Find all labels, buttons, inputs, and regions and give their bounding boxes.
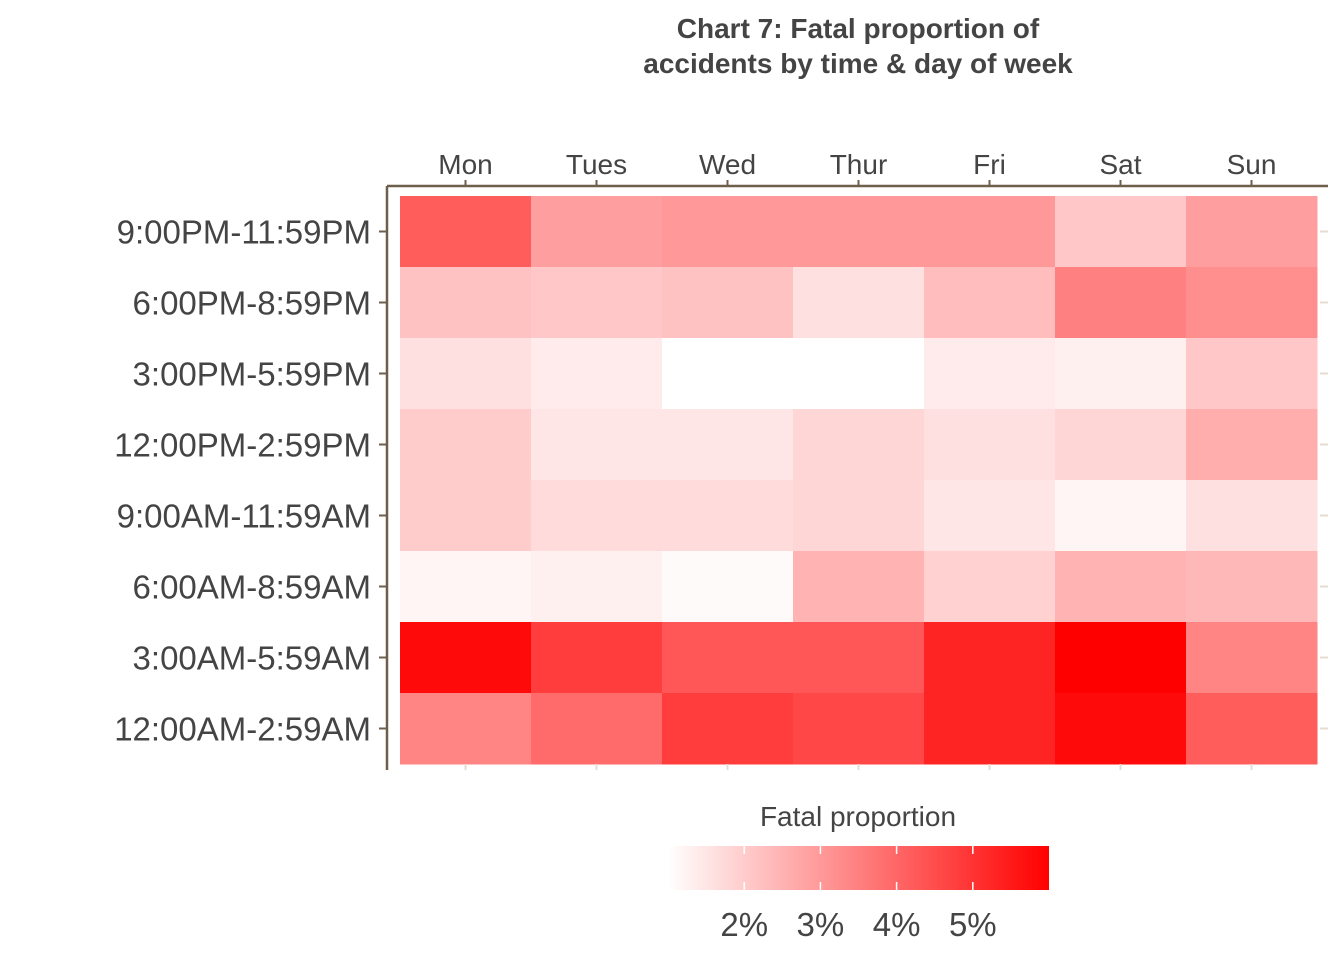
legend-tick-label-2: 2% [720,906,768,943]
legend-tick-label-3: 3% [797,906,845,943]
heatmap-cell-6-00am-8-59am-mon [400,551,532,623]
heatmap-cell-3-00pm-5-59pm-wed [662,338,794,410]
heatmap-cell-6-00am-8-59am-sat [1055,551,1187,623]
heatmap-cell-3-00pm-5-59pm-sun [1186,338,1318,410]
y-tick-label-12-00pm-2-59pm: 12:00PM-2:59PM [114,427,371,464]
heatmap-cell-9-00am-11-59am-sat [1055,480,1187,552]
heatmap-cell-12-00pm-2-59pm-wed [662,409,794,481]
heatmap-cell-3-00am-5-59am-thur [793,622,925,694]
heatmap-cell-3-00pm-5-59pm-tues [531,338,663,410]
y-tick-label-6-00pm-8-59pm: 6:00PM-8:59PM [133,285,371,322]
heatmap-cell-3-00am-5-59am-mon [400,622,532,694]
right-tick-marks [1320,230,1328,730]
heatmap-cell-3-00am-5-59am-tues [531,622,663,694]
heatmap-cell-12-00am-2-59am-wed [662,693,794,765]
heatmap-cell-3-00pm-5-59pm-sat [1055,338,1187,410]
heatmap-cell-9-00am-11-59am-sun [1186,480,1318,552]
heatmap-cell-12-00am-2-59am-sun [1186,693,1318,765]
heatmap-cell-9-00am-11-59am-wed [662,480,794,552]
heatmap-cell-6-00am-8-59am-tues [531,551,663,623]
chart-title: Chart 7: Fatal proportion of accidents b… [643,13,1073,79]
heatmap-cell-3-00am-5-59am-fri [924,622,1056,694]
heatmap-cell-12-00pm-2-59pm-tues [531,409,663,481]
heatmap-cell-12-00pm-2-59pm-mon [400,409,532,481]
heatmap-cell-9-00pm-11-59pm-sun [1186,196,1318,268]
heatmap-cell-9-00am-11-59am-thur [793,480,925,552]
x-tick-label-sun: Sun [1227,149,1277,180]
heatmap-cell-12-00am-2-59am-sat [1055,693,1187,765]
heatmap-cell-3-00am-5-59am-sun [1186,622,1318,694]
heatmap-cell-12-00am-2-59am-thur [793,693,925,765]
y-tick-label-9-00pm-11-59pm: 9:00PM-11:59PM [117,214,371,251]
x-tick-label-fri: Fri [973,149,1006,180]
heatmap-cell-9-00am-11-59am-mon [400,480,532,552]
x-tick-label-wed: Wed [699,149,756,180]
y-tick-label-6-00am-8-59am: 6:00AM-8:59AM [133,569,371,606]
heatmap-cell-9-00pm-11-59pm-tues [531,196,663,268]
heatmap-cell-12-00pm-2-59pm-thur [793,409,925,481]
heatmap-cell-9-00am-11-59am-tues [531,480,663,552]
legend-tick-label-4: 4% [873,906,921,943]
heatmap-cell-12-00am-2-59am-mon [400,693,532,765]
legend-title: Fatal proportion [760,801,956,832]
heatmap-cell-12-00am-2-59am-tues [531,693,663,765]
heatmap-cell-6-00am-8-59am-thur [793,551,925,623]
y-tick-label-12-00am-2-59am: 12:00AM-2:59AM [114,711,371,748]
heatmap-cell-6-00pm-8-59pm-mon [400,267,532,339]
legend-color-bar [668,846,1049,890]
chart-title-line-1: Chart 7: Fatal proportion of [677,13,1040,44]
heatmap-cell-3-00pm-5-59pm-mon [400,338,532,410]
x-tick-label-mon: Mon [438,149,492,180]
heatmap-cell-9-00pm-11-59pm-wed [662,196,794,268]
heatmap-cell-6-00pm-8-59pm-tues [531,267,663,339]
color-legend: Fatal proportion 2% 3% 4% 5% [668,801,1049,943]
heatmap-cell-9-00pm-11-59pm-thur [793,196,925,268]
y-tick-label-9-00am-11-59am: 9:00AM-11:59AM [117,498,371,535]
heatmap-cells [400,196,1318,765]
heatmap-cell-9-00pm-11-59pm-mon [400,196,532,268]
x-axis-ticks: Mon Tues Wed Thur Fri Sat Sun [438,149,1276,186]
heatmap-cell-6-00pm-8-59pm-sun [1186,267,1318,339]
x-tick-label-sat: Sat [1099,149,1141,180]
heatmap-cell-3-00am-5-59am-sat [1055,622,1187,694]
x-tick-label-thur: Thur [830,149,888,180]
heatmap-cell-9-00am-11-59am-fri [924,480,1056,552]
heatmap-cell-12-00pm-2-59pm-sun [1186,409,1318,481]
bottom-tick-marks [464,764,1253,770]
heatmap-cell-6-00pm-8-59pm-sat [1055,267,1187,339]
y-tick-label-3-00pm-5-59pm: 3:00PM-5:59PM [133,356,371,393]
heatmap-cell-6-00am-8-59am-fri [924,551,1056,623]
heatmap-cell-3-00am-5-59am-wed [662,622,794,694]
chart-title-line-2: accidents by time & day of week [643,48,1073,79]
heatmap-cell-6-00am-8-59am-wed [662,551,794,623]
heatmap-cell-9-00pm-11-59pm-sat [1055,196,1187,268]
heatmap-cell-12-00am-2-59am-fri [924,693,1056,765]
heatmap-cell-12-00pm-2-59pm-fri [924,409,1056,481]
x-tick-label-tues: Tues [566,149,627,180]
heatmap-cell-3-00pm-5-59pm-fri [924,338,1056,410]
legend-ticks: 2% 3% 4% 5% [720,846,997,943]
heatmap-cell-6-00pm-8-59pm-fri [924,267,1056,339]
heatmap-cell-12-00pm-2-59pm-sat [1055,409,1187,481]
legend-tick-label-5: 5% [949,906,997,943]
heatmap-cell-6-00pm-8-59pm-wed [662,267,794,339]
heatmap-cell-9-00pm-11-59pm-fri [924,196,1056,268]
heatmap-cell-3-00pm-5-59pm-thur [793,338,925,410]
heatmap-cell-6-00am-8-59am-sun [1186,551,1318,623]
y-axis-ticks: 9:00PM-11:59PM 6:00PM-8:59PM 3:00PM-5:59PM… [114,214,387,748]
heatmap-cell-6-00pm-8-59pm-thur [793,267,925,339]
y-tick-label-3-00am-5-59am: 3:00AM-5:59AM [133,640,371,677]
